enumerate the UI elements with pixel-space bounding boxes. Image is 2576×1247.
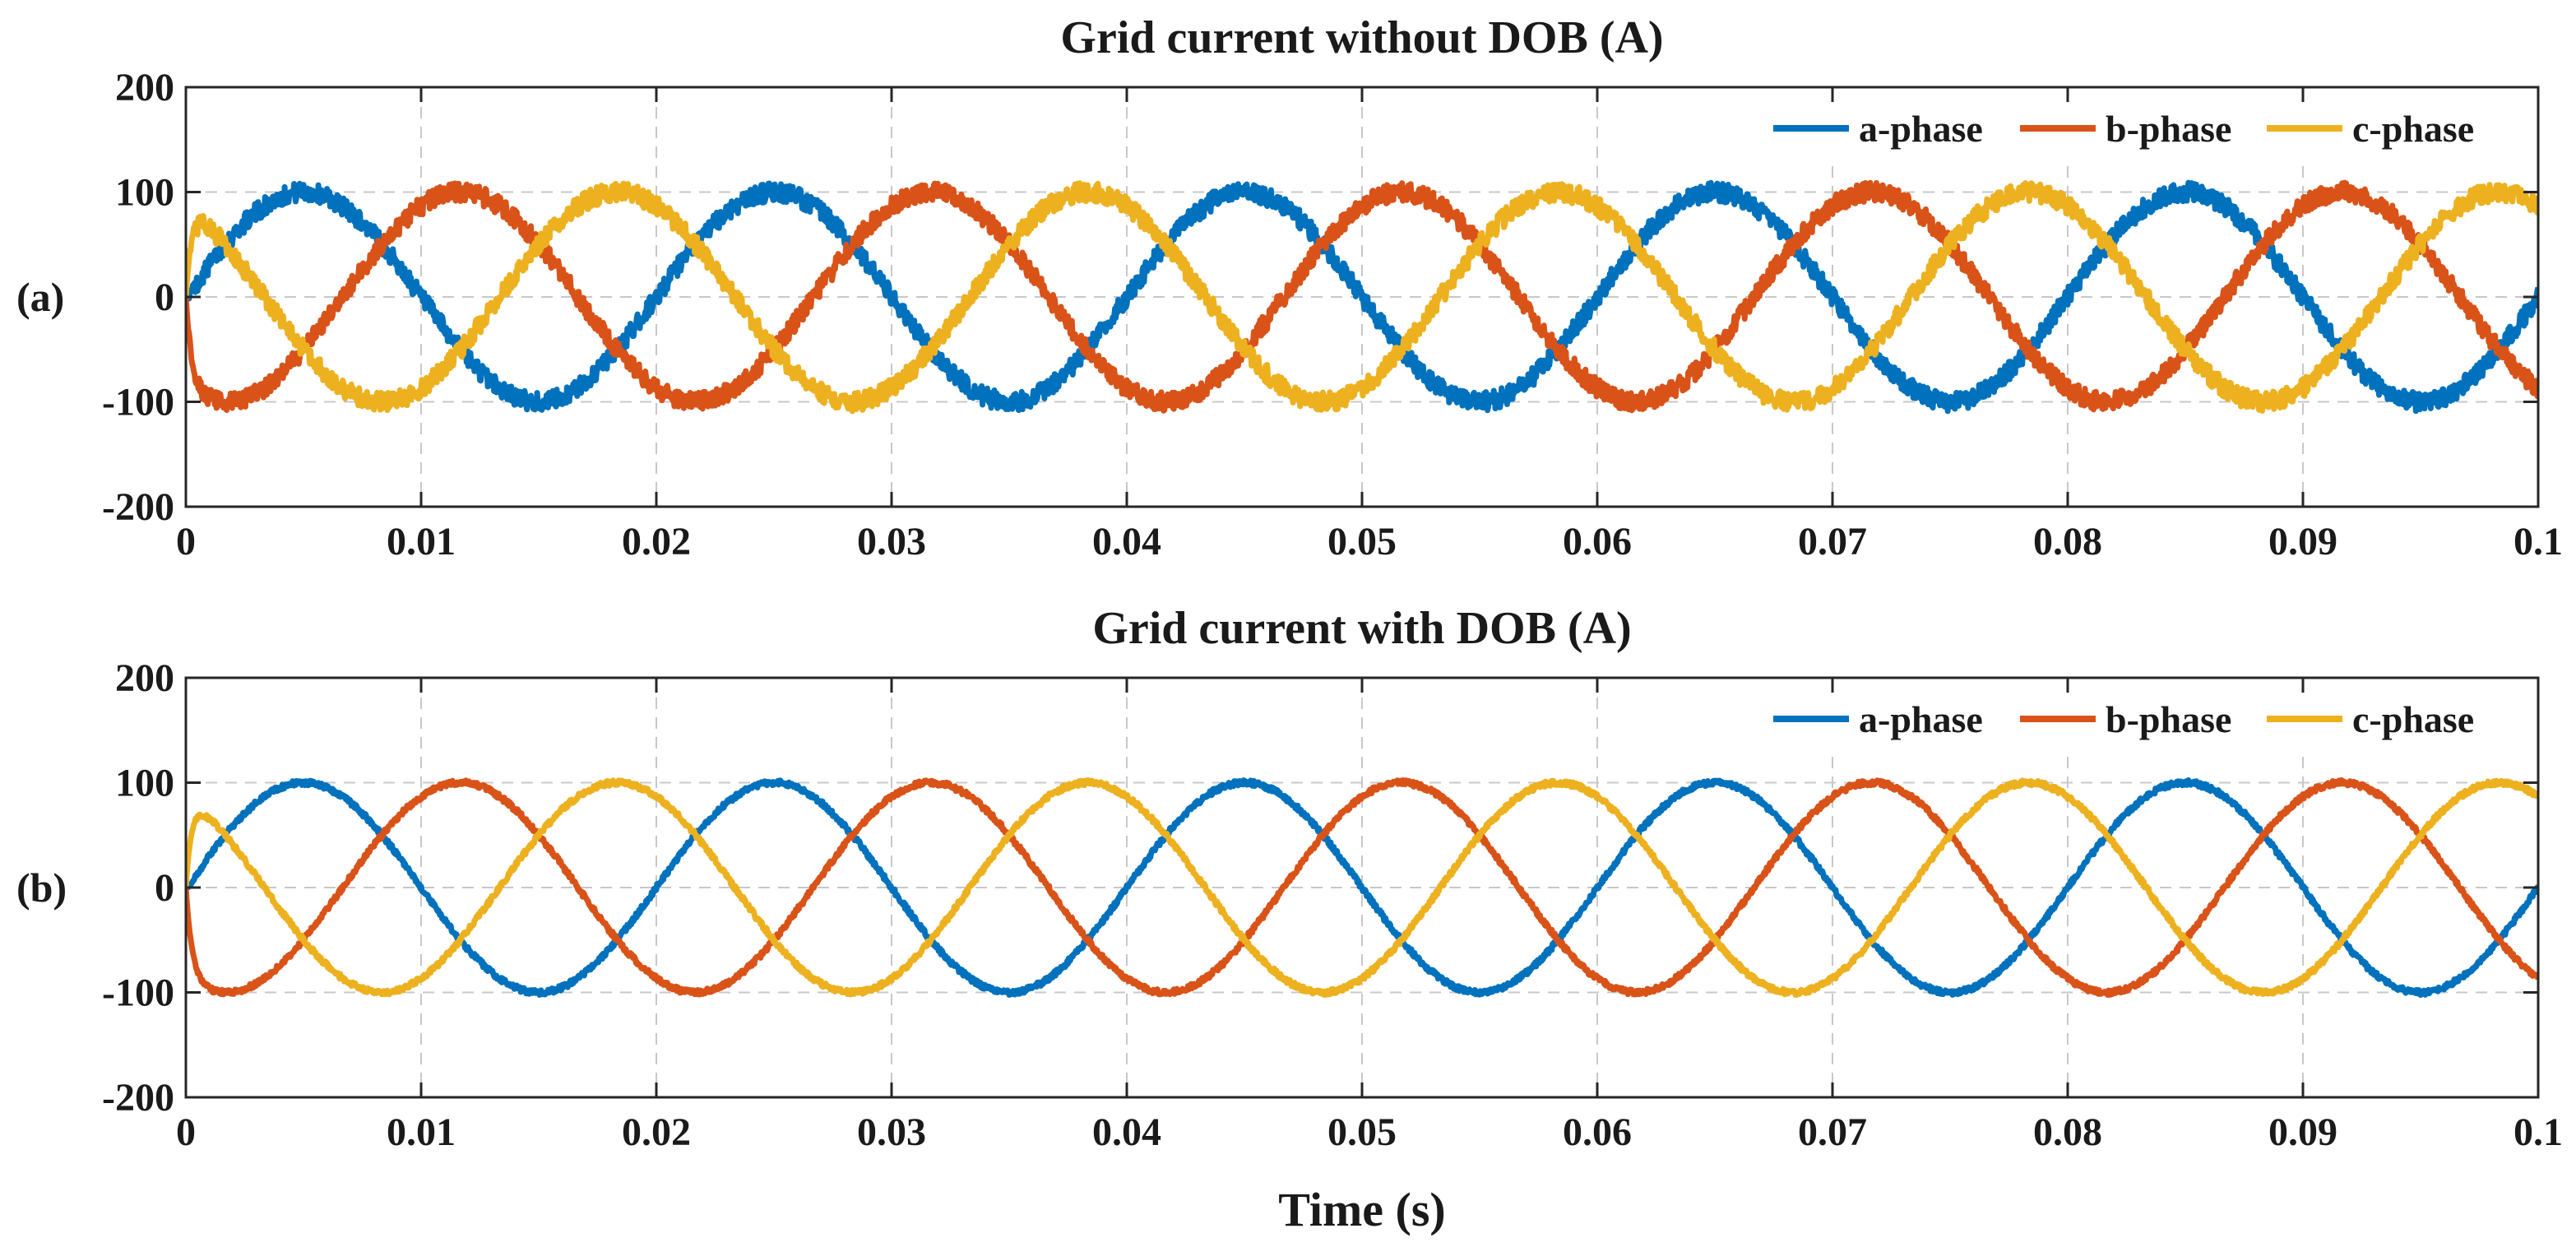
x-tick-label: 0.07 <box>1798 520 1867 563</box>
x-tick-label: 0.09 <box>2268 520 2337 563</box>
series-line-a-phase <box>186 179 2538 415</box>
series-line-b-phase <box>186 179 2538 414</box>
x-tick-label: 0.07 <box>1798 1110 1867 1154</box>
chart-title: Grid current with DOB (A) <box>1092 603 1631 654</box>
legend-label-b-phase: b-phase <box>2106 108 2231 150</box>
x-tick-label: 0.01 <box>387 1110 456 1154</box>
y-tick-label: -200 <box>102 1076 174 1120</box>
legend-label-c-phase: c-phase <box>2352 108 2474 150</box>
legend-label-b-phase: b-phase <box>2106 698 2231 740</box>
panel-a: Grid current without DOB (A) (a) 0 0.01 0.02… <box>16 12 2563 563</box>
y-tick-label: 0 <box>155 866 174 910</box>
x-tick-label: 0.05 <box>1327 520 1397 563</box>
x-tick-label: 0.09 <box>2268 1110 2337 1154</box>
y-tick-label: 200 <box>115 656 174 700</box>
series-group <box>186 776 2538 999</box>
x-tick-label: 0.01 <box>387 520 456 563</box>
legend: a-phase b-phase c-phase <box>1762 693 2530 752</box>
legend-background <box>1762 693 2530 752</box>
x-tick-label: 0.03 <box>857 1110 926 1154</box>
legend: a-phase b-phase c-phase <box>1762 102 2530 161</box>
legend-background <box>1762 102 2530 161</box>
x-tick-label: 0.03 <box>857 520 926 563</box>
y-tick-label: 0 <box>155 276 174 319</box>
y-tick-label: 100 <box>115 171 174 215</box>
x-tick-label: 0.02 <box>622 520 691 563</box>
y-tick-label: -100 <box>102 381 174 424</box>
x-tick-label: 0.08 <box>2033 1110 2102 1154</box>
chart-title: Grid current without DOB (A) <box>1060 12 1663 63</box>
x-tick-label: 0.04 <box>1092 1110 1161 1154</box>
x-tick-label: 0.1 <box>2513 520 2563 563</box>
y-tick-label: 200 <box>115 66 174 109</box>
series-group <box>186 179 2538 415</box>
x-axis-label: Time (s) <box>1278 1183 1446 1236</box>
panel-label: (b) <box>16 865 67 911</box>
x-tick-label: 0.04 <box>1092 520 1161 563</box>
x-tick-label: 0 <box>176 1110 196 1154</box>
series-line-b-phase <box>186 776 2538 999</box>
y-tick-label: -200 <box>102 485 174 529</box>
x-tick-label: 0.06 <box>1563 520 1632 563</box>
legend-label-c-phase: c-phase <box>2352 698 2474 740</box>
series-line-c-phase <box>186 180 2538 415</box>
x-tick-label: 0.06 <box>1563 1110 1632 1154</box>
series-line-a-phase <box>186 776 2538 999</box>
panel-b: Grid current with DOB (A) (b) 0 0.01 0.02 0.0… <box>16 603 2563 1236</box>
series-line-c-phase <box>186 776 2538 999</box>
x-tick-label: 0.1 <box>2513 1110 2563 1154</box>
panel-label: (a) <box>16 274 64 320</box>
x-tick-label: 0.02 <box>622 1110 691 1154</box>
x-tick-label: 0 <box>176 520 196 563</box>
y-tick-label: -100 <box>102 971 174 1015</box>
y-tick-label: 100 <box>115 762 174 805</box>
legend-label-a-phase: a-phase <box>1859 108 1983 150</box>
legend-label-a-phase: a-phase <box>1859 698 1983 740</box>
x-tick-label: 0.08 <box>2033 520 2102 563</box>
x-tick-label: 0.05 <box>1327 1110 1397 1154</box>
